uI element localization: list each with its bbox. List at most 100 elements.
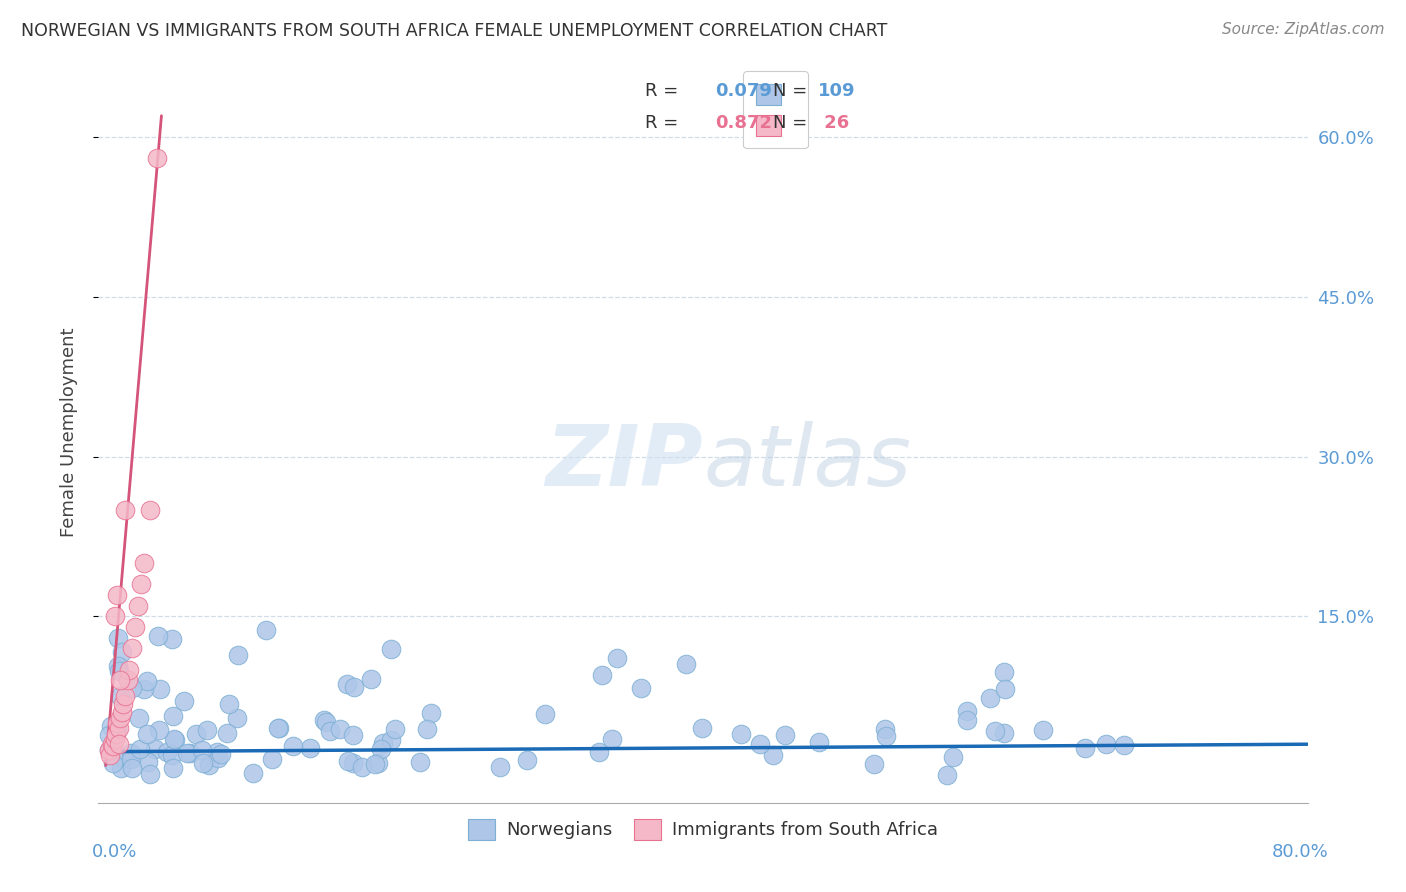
- Point: [312, 713, 335, 727]
- Point: [1094, 737, 1116, 751]
- Text: 26: 26: [818, 114, 849, 132]
- Text: NORWEGIAN VS IMMIGRANTS FROM SOUTH AFRICA FEMALE UNEMPLOYMENT CORRELATION CHART: NORWEGIAN VS IMMIGRANTS FROM SOUTH AFRIC…: [21, 22, 887, 40]
- Point: [176, 746, 198, 760]
- Point: [198, 758, 221, 772]
- Point: [134, 681, 156, 696]
- Point: [281, 739, 304, 753]
- Point: [956, 704, 979, 718]
- Point: [690, 722, 713, 736]
- Text: 109: 109: [818, 81, 855, 100]
- Point: [127, 599, 149, 613]
- Point: [606, 650, 628, 665]
- Point: [118, 663, 141, 677]
- Point: [98, 747, 121, 762]
- Point: [120, 752, 142, 766]
- Point: [993, 726, 1015, 740]
- Point: [342, 756, 364, 770]
- Point: [101, 739, 124, 754]
- Point: [762, 748, 785, 763]
- Point: [516, 753, 538, 767]
- Point: [380, 733, 402, 747]
- Point: [149, 681, 172, 696]
- Point: [103, 609, 125, 624]
- Point: [129, 741, 152, 756]
- Point: [875, 729, 897, 743]
- Point: [936, 768, 959, 782]
- Point: [156, 745, 179, 759]
- Point: [107, 659, 129, 673]
- Point: [107, 588, 129, 602]
- Point: [136, 755, 159, 769]
- Point: [364, 757, 387, 772]
- Point: [942, 749, 965, 764]
- Text: 0.0%: 0.0%: [91, 843, 136, 861]
- Point: [329, 722, 352, 736]
- Point: [979, 690, 1001, 705]
- Point: [983, 724, 1005, 739]
- Point: [110, 761, 132, 775]
- Point: [226, 648, 249, 663]
- Point: [533, 707, 555, 722]
- Point: [319, 724, 342, 739]
- Point: [108, 737, 131, 751]
- Text: N =: N =: [773, 114, 813, 132]
- Point: [630, 681, 652, 695]
- Point: [108, 664, 131, 678]
- Point: [342, 728, 364, 742]
- Point: [675, 657, 697, 671]
- Point: [179, 746, 201, 760]
- Point: [600, 732, 623, 747]
- Point: [111, 705, 134, 719]
- Point: [360, 672, 382, 686]
- Text: Source: ZipAtlas.com: Source: ZipAtlas.com: [1222, 22, 1385, 37]
- Point: [173, 694, 195, 708]
- Point: [128, 711, 150, 725]
- Point: [136, 674, 159, 689]
- Point: [1112, 738, 1135, 752]
- Point: [114, 690, 136, 704]
- Point: [808, 734, 831, 748]
- Point: [371, 736, 394, 750]
- Point: [489, 760, 512, 774]
- Point: [336, 677, 359, 691]
- Point: [225, 711, 247, 725]
- Point: [409, 755, 432, 769]
- Point: [162, 632, 184, 646]
- Point: [163, 731, 186, 746]
- Text: atlas: atlas: [703, 421, 911, 504]
- Point: [215, 725, 238, 739]
- Point: [191, 742, 214, 756]
- Point: [993, 665, 1015, 680]
- Point: [367, 756, 389, 770]
- Point: [384, 723, 406, 737]
- Point: [207, 751, 229, 765]
- Point: [352, 760, 374, 774]
- Point: [262, 751, 284, 765]
- Point: [162, 709, 184, 723]
- Point: [105, 723, 128, 737]
- Point: [207, 746, 229, 760]
- Point: [315, 715, 337, 730]
- Point: [343, 680, 366, 694]
- Point: [994, 682, 1017, 697]
- Point: [108, 721, 131, 735]
- Point: [98, 744, 121, 758]
- Point: [148, 629, 170, 643]
- Point: [110, 710, 132, 724]
- Point: [370, 741, 392, 756]
- Point: [730, 727, 752, 741]
- Legend: Norwegians, Immigrants from South Africa: Norwegians, Immigrants from South Africa: [461, 812, 945, 847]
- Point: [269, 722, 291, 736]
- Point: [862, 756, 884, 771]
- Point: [103, 756, 125, 770]
- Point: [103, 731, 125, 746]
- Point: [875, 722, 897, 736]
- Text: ZIP: ZIP: [546, 421, 703, 504]
- Point: [114, 503, 136, 517]
- Point: [184, 726, 207, 740]
- Point: [136, 727, 159, 741]
- Point: [107, 631, 129, 645]
- Text: 80.0%: 80.0%: [1272, 843, 1329, 861]
- Point: [100, 737, 122, 751]
- Point: [160, 747, 183, 762]
